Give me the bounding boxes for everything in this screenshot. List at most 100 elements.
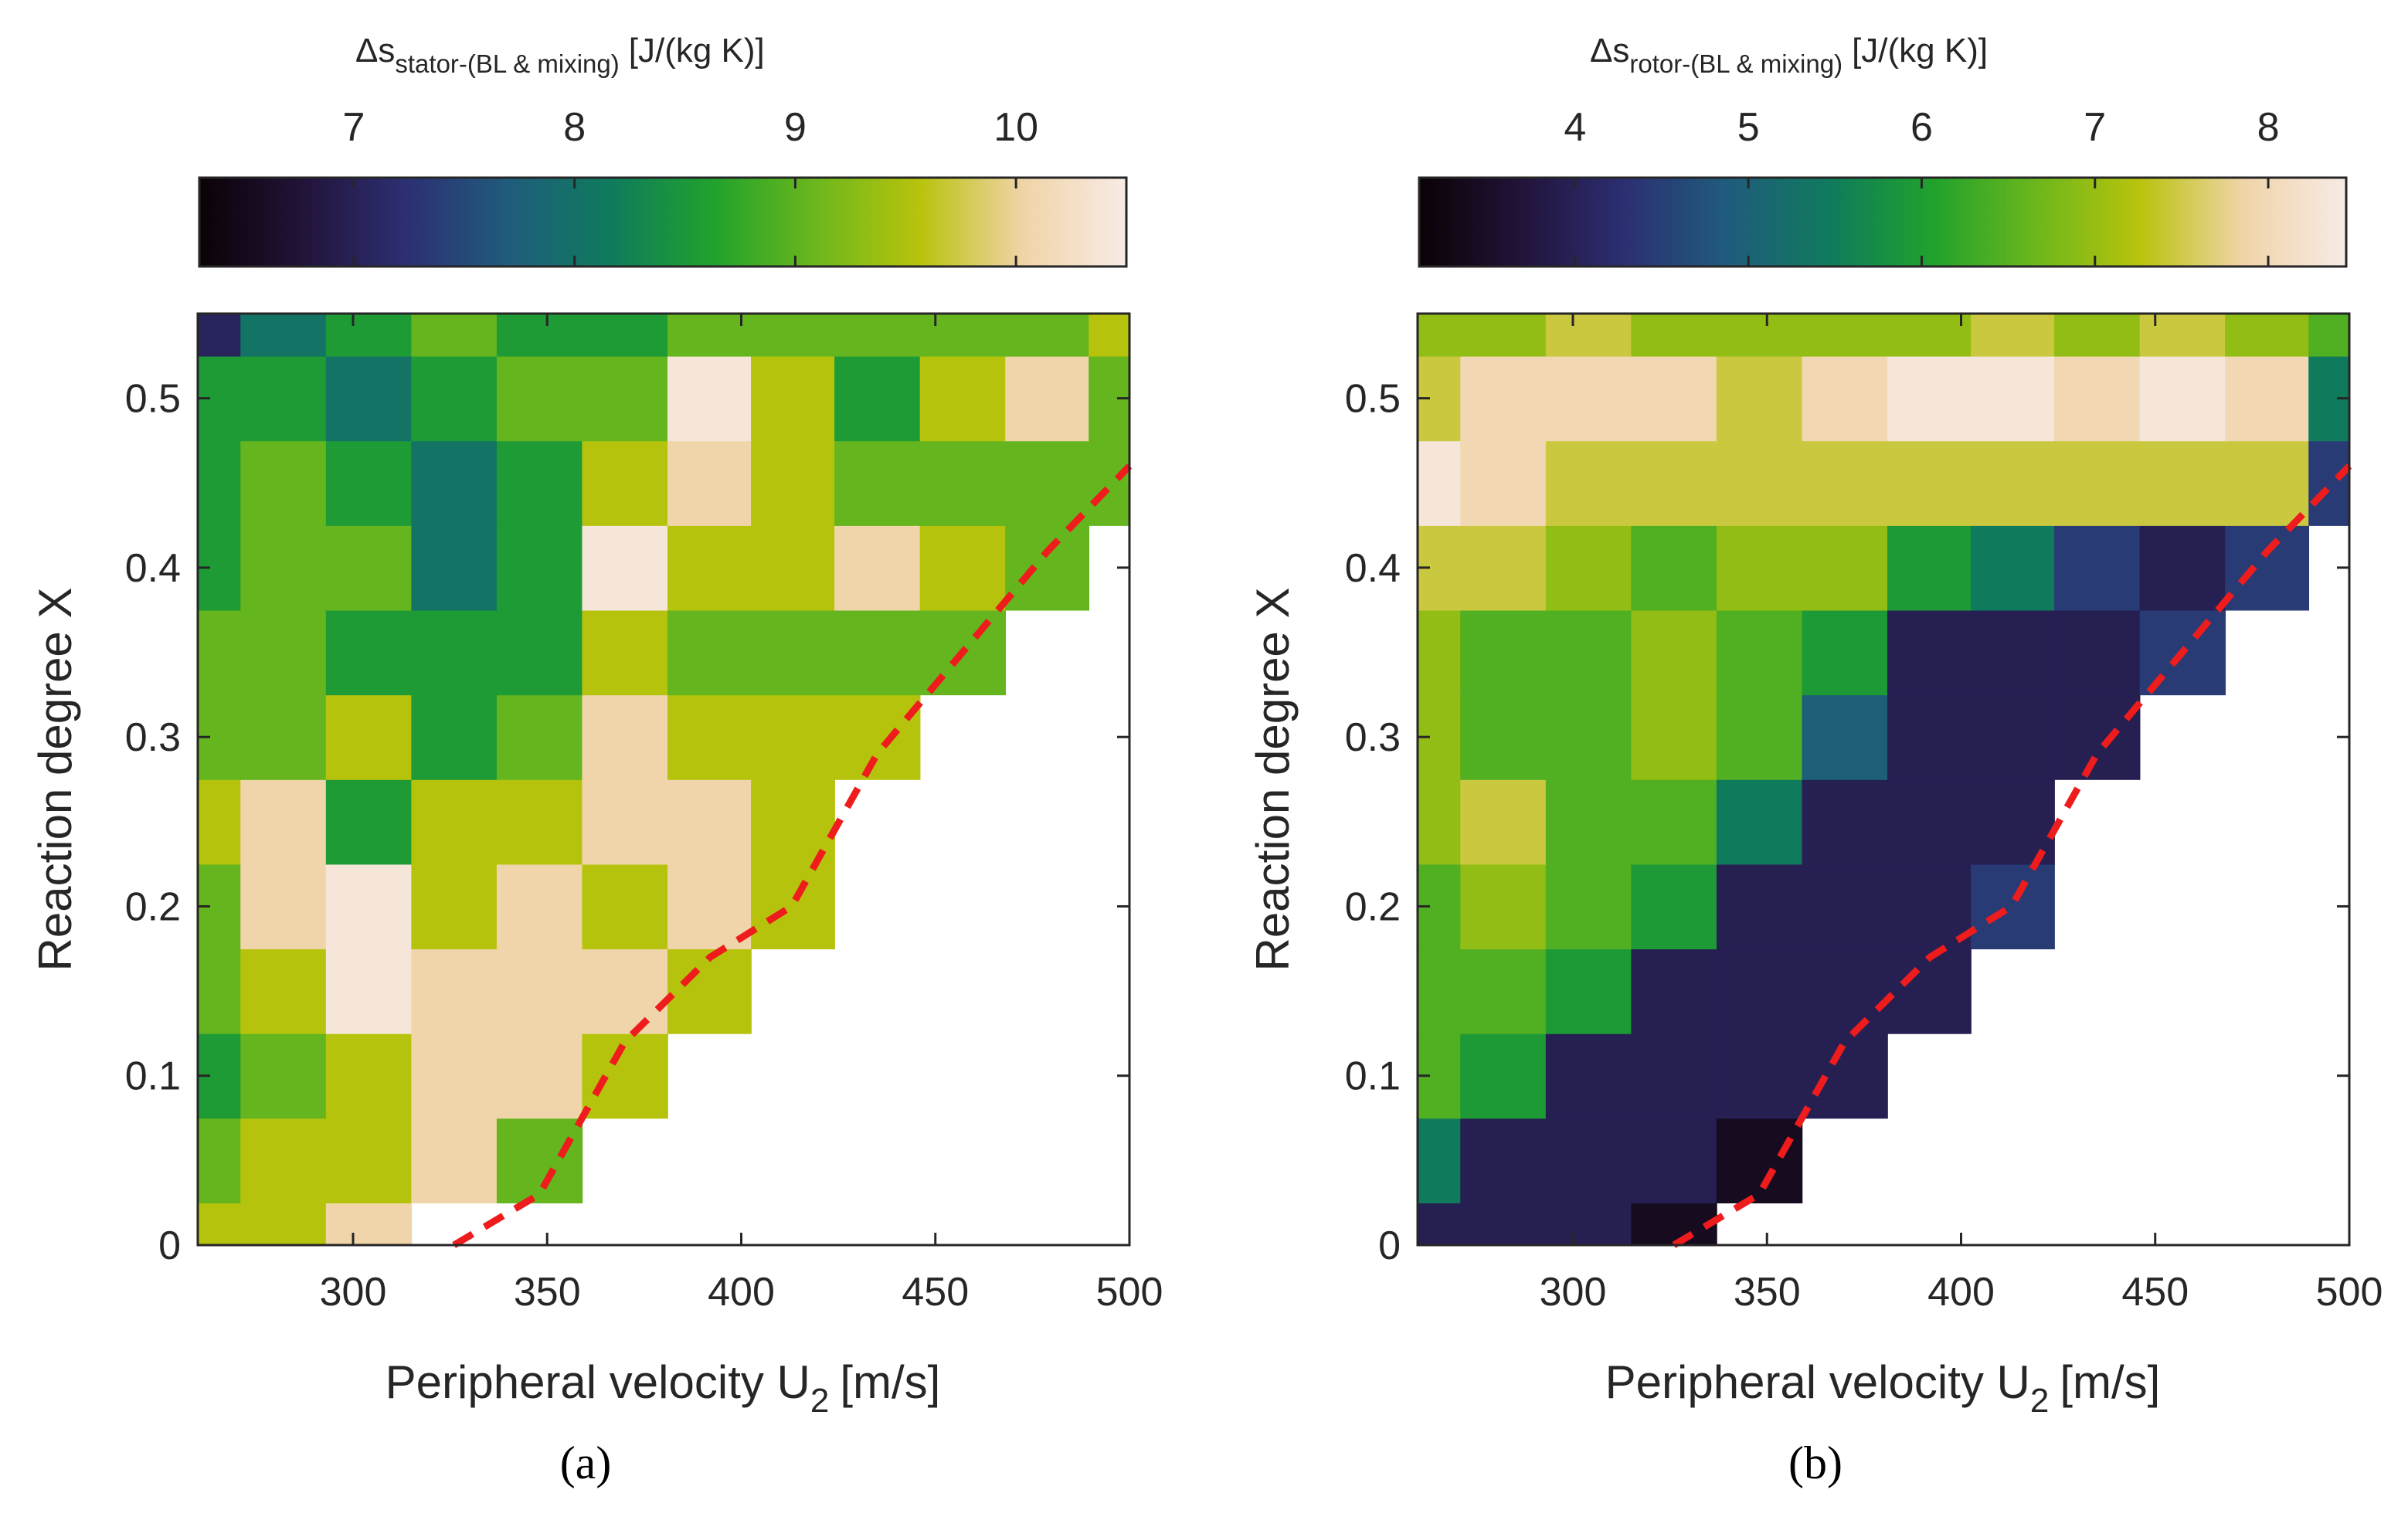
heatmap-cell [1418,1203,1462,1246]
heatmap-cell [2308,440,2350,526]
colorbar-tick-label: 6 [1910,105,1933,150]
colorbar-b-ticks: 4 5 6 7 8 [1564,105,2280,266]
heatmap-cell [411,314,498,357]
heatmap-cell [198,314,242,357]
heatmap-cell [496,609,583,696]
panel-a: Δsstator-(BL & mixing) [J/(kg K)] 7 8 9 10 3… [29,32,1163,1420]
heatmap-cell [1971,609,2055,696]
heatmap-cell [2139,440,2226,526]
heatmap-cell [1716,440,1803,526]
heatmap-cell [325,779,413,865]
heatmap-cell [582,1033,668,1119]
heatmap-cell [2225,355,2310,442]
y-tick-label: 0 [158,1223,181,1268]
boundary-line-a [452,463,1133,1248]
axes-a: 300 350 400 450 500 0 0.1 0.2 0.3 0.4 0.5 [125,314,1163,1315]
heatmap-cell [751,694,835,780]
heatmap-cell [1887,864,1972,950]
heatmap-cell [834,525,921,611]
heatmap-cell [1545,609,1632,696]
heatmap-cell [1631,355,1717,442]
heatmap-cell [1631,1033,1717,1119]
heatmap-cell [1005,525,1090,611]
heatmap-cell [240,1118,327,1203]
y-axis-label-b: Reaction degree X [1247,588,1299,972]
heatmap-cell [1418,948,1462,1034]
heatmap-cell [411,779,498,865]
heatmap-cell [1460,864,1547,950]
heatmap-cell [1802,314,1888,357]
heatmap-cell [1089,314,1130,357]
heatmap-cell [198,609,242,696]
heatmap-cell [1545,525,1632,611]
colorbar-tick-label: 7 [2084,105,2106,150]
heatmap-cell [411,440,498,526]
heatmap-cell [1802,609,1888,696]
boundary-line-b [1672,463,2352,1248]
heatmap-cell [1460,440,1547,526]
heatmap-cell [1631,314,1717,357]
heatmap-cell [1418,440,1462,526]
x-tick-label: 500 [2316,1270,2383,1315]
heatmap-cell [325,1118,413,1203]
heatmap-cell [1545,948,1632,1034]
heatmap-cell [834,694,921,780]
heatmap-cell [667,609,752,696]
heatmap-cell [1418,314,1462,357]
heatmap-cell [240,609,327,696]
heatmap-cell [1631,1118,1717,1203]
heatmap-cell [1802,1033,1888,1119]
heatmap-cell [325,314,413,357]
y-tick-label: 0.4 [1345,546,1401,591]
heatmap-cell [496,525,583,611]
heatmap-cell [240,1203,327,1246]
heatmap-cell [667,314,752,357]
heatmap-cell [2054,694,2141,780]
heatmap-cell [198,440,242,526]
heatmap-cell [240,694,327,780]
axes-b: 300 350 400 450 500 0 0.1 0.2 0.3 0.4 0.5 [1345,314,2383,1315]
heatmap-cell [496,440,583,526]
heatmap-cell [582,779,668,865]
heatmap-cell [667,355,752,442]
heatmap-cell [198,1203,242,1246]
heatmap-cell [1802,864,1888,950]
heatmap-cell [1089,440,1130,526]
heatmap-cell [1716,525,1803,611]
heatmap-cell [1971,355,2055,442]
y-tick-label: 0.3 [125,715,181,760]
heatmap-cell [1802,525,1888,611]
heatmap-cell [240,948,327,1034]
heatmap-cell [1716,779,1803,865]
heatmap-cell [919,314,1006,357]
heatmap-cell [1716,1033,1803,1119]
heatmap-a-cells [198,314,1130,1246]
heatmap-cell [667,779,752,865]
heatmap-cell [834,440,921,526]
heatmap-cell [1631,864,1717,950]
heatmap-cell [1460,525,1547,611]
colorbar-tick-label: 8 [2257,105,2280,150]
heatmap-cell [582,609,668,696]
heatmap-cell [1460,609,1547,696]
colorbar-a-fill [198,176,1128,268]
heatmap-cell [1716,1118,1803,1203]
heatmap-cell [1418,1118,1462,1203]
colorbar-tick-label: 7 [343,105,365,150]
heatmap-cell [667,694,752,780]
colorbar-title-b: Δsrotor-(BL & mixing) [J/(kg K)] [1590,32,1988,78]
heatmap-cell [1005,355,1090,442]
x-tick-label: 350 [1734,1270,1801,1315]
x-tick-label: 300 [1540,1270,1607,1315]
heatmap-cell [1460,1203,1547,1246]
heatmap-cell [240,314,327,357]
heatmap-cell [582,694,668,780]
y-axis-label-a: Reaction degree X [29,588,81,972]
heatmap-cell [411,694,498,780]
heatmap-cell [496,864,583,950]
heatmap-cell [1460,1118,1547,1203]
x-axis-label-b: Peripheral velocity U2 [m/s] [1605,1356,2161,1420]
heatmap-cell [582,864,668,950]
heatmap-cell [1545,355,1632,442]
